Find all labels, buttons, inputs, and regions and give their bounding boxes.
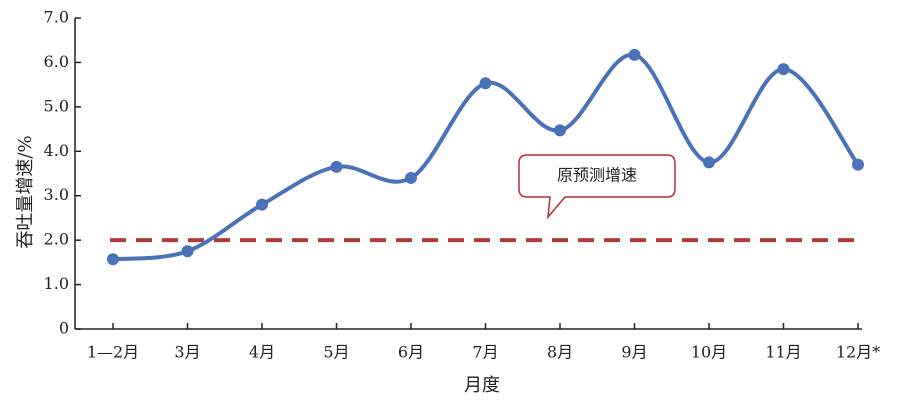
data-point [256, 198, 268, 211]
data-point [777, 63, 790, 76]
y-tick-label: 7.0 [44, 8, 69, 27]
y-tick-label: 2.0 [44, 230, 69, 249]
y-tick-label: 4.0 [44, 141, 69, 160]
x-tick-label: 6月 [398, 343, 424, 362]
x-tick-label: 3月 [174, 343, 200, 362]
data-point [330, 160, 343, 173]
data-point [405, 171, 417, 184]
y-tick-label: 1.0 [44, 274, 69, 293]
data-point [852, 158, 864, 171]
data-point [703, 156, 715, 169]
x-tick-label: 4月 [249, 343, 275, 362]
data-point [479, 77, 492, 90]
data-point [181, 245, 194, 258]
x-tick-label: 5月 [323, 343, 349, 362]
data-point [628, 48, 641, 61]
x-tick-label: 1—2月 [87, 343, 139, 362]
y-tick-label: 6.0 [44, 52, 69, 71]
y-tick-label: 5.0 [44, 96, 69, 115]
x-tick-label: 11月 [765, 343, 801, 362]
y-tick-label: 3.0 [44, 185, 69, 204]
y-axis-label: 吞吐量增速/% [15, 135, 36, 248]
x-axis-label: 月度 [464, 375, 500, 396]
data-point [107, 253, 119, 266]
callout-box [518, 154, 676, 220]
x-tick-label: 12月* [836, 343, 880, 362]
x-tick-label: 8月 [547, 343, 573, 362]
x-tick-label: 9月 [621, 343, 647, 362]
callout-label: 原预测增速 [557, 166, 637, 185]
x-tick-label: 10月 [691, 343, 727, 362]
data-point [554, 124, 566, 137]
y-tick-label: 0 [59, 319, 69, 338]
x-tick-label: 7月 [472, 343, 498, 362]
